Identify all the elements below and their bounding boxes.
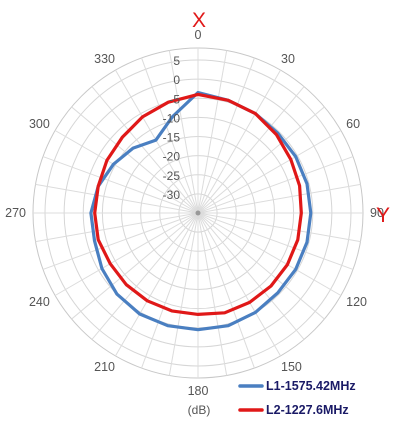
angle-label: 30 (281, 52, 295, 66)
radial-tick-labels: 5 0 -5 -10 -15 -20 -25 -30 (163, 54, 181, 202)
angle-label: 240 (29, 295, 50, 309)
angle-label: 120 (346, 295, 367, 309)
series-line-l2 (93, 92, 303, 316)
radial-tick-label: 0 (173, 73, 180, 87)
angle-label: 150 (281, 360, 302, 374)
grid-spoke (197, 50, 228, 214)
grid-spoke (168, 50, 199, 214)
grid-spoke (115, 212, 199, 357)
grid-spoke (197, 130, 342, 214)
radial-tick-label: -20 (163, 150, 181, 164)
axis-letter-y: Y (376, 204, 390, 227)
radial-tick-label: -30 (163, 188, 181, 202)
unit-label: (dB) (188, 403, 211, 417)
grid-spoke (197, 156, 354, 214)
grid-spoke (42, 156, 199, 214)
grid-spoke (71, 212, 199, 320)
grid-spoke (197, 212, 354, 270)
grid-spoke (71, 106, 199, 214)
radial-tick-label: 5 (173, 54, 180, 68)
grid-spoke (197, 57, 255, 214)
legend-label-l1: L1-1575.42MHz (266, 379, 356, 393)
angle-label: 330 (94, 52, 115, 66)
center-dot (195, 210, 201, 216)
radial-tick-label: -5 (169, 92, 180, 106)
radial-tick-label: -10 (163, 111, 181, 125)
grid-spoke (197, 212, 342, 296)
angle-label: 0 (195, 28, 202, 42)
angle-label: 210 (94, 360, 115, 374)
angle-label: 300 (29, 117, 50, 131)
grid-spoke (197, 69, 281, 214)
grid-spoke (168, 212, 199, 376)
angle-label: 180 (188, 384, 209, 398)
grid-spoke (197, 212, 255, 369)
grid-spoke (91, 86, 199, 214)
grid-spoke (54, 212, 199, 296)
angle-label: 60 (346, 117, 360, 131)
radial-tick-label: -25 (163, 169, 181, 183)
angle-label: 270 (5, 206, 26, 220)
grid-spoke (54, 130, 199, 214)
series-line-l1 (89, 90, 313, 332)
grid-spoke (197, 212, 325, 320)
grid-spoke (197, 212, 361, 243)
axis-letter-x: X (192, 9, 206, 32)
grid-spoke (115, 69, 199, 214)
grid-spoke (197, 212, 305, 340)
legend: L1-1575.42MHz L2-1227.6MHz (238, 379, 356, 417)
grid-spoke (197, 106, 325, 214)
angle-label: 90 (370, 206, 384, 220)
radial-tick-label: -15 (163, 131, 181, 145)
grid-spoke (35, 183, 199, 214)
grid-spoke (91, 212, 199, 340)
grid-spoke (197, 86, 305, 214)
polar-grid (32, 47, 364, 379)
series-group (89, 90, 313, 332)
grid-spoke (197, 212, 281, 357)
grid-spoke (141, 212, 199, 369)
grid-spoke (141, 57, 199, 214)
grid-spoke (35, 212, 199, 243)
grid-spoke (42, 212, 199, 270)
grid-spoke (197, 212, 228, 376)
legend-label-l2: L2-1227.6MHz (266, 403, 349, 417)
grid-spoke (197, 183, 361, 214)
angle-tick-labels: 0 30 60 90 120 150 180 210 240 270 300 330 (5, 28, 384, 398)
